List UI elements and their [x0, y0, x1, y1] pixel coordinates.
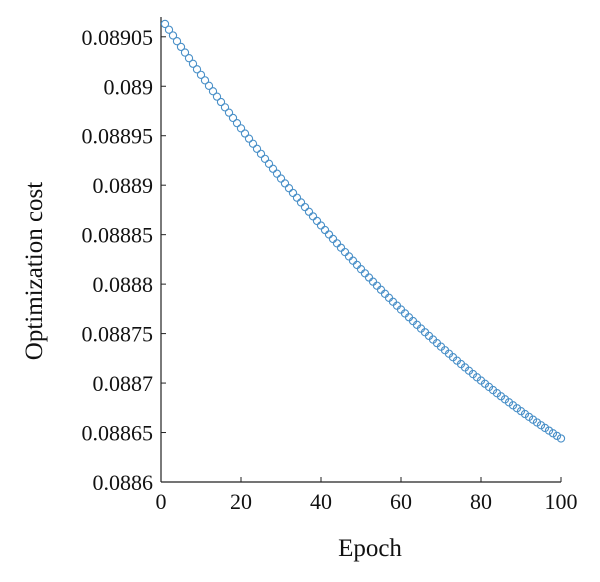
data-point — [268, 164, 278, 173]
data-point — [344, 252, 354, 261]
x-axis-ticks: 0 20 40 60 80 100 — [156, 477, 578, 514]
data-point — [188, 59, 198, 68]
data-point — [216, 97, 226, 107]
data-point — [244, 134, 254, 143]
data-point — [376, 285, 386, 294]
data-point — [272, 169, 282, 178]
data-point — [284, 184, 294, 193]
data-point — [192, 65, 202, 74]
data-point — [296, 198, 306, 207]
data-point — [172, 37, 182, 46]
data-point — [160, 19, 170, 29]
axes — [160, 17, 561, 483]
data-point — [308, 212, 318, 221]
data-point — [364, 273, 374, 282]
y-tick-label: 0.08905 — [82, 25, 154, 50]
data-markers — [160, 19, 566, 443]
data-point — [360, 269, 370, 278]
y-tick-label: 0.0888 — [93, 272, 154, 297]
x-tick-label: 80 — [470, 489, 492, 514]
data-point — [200, 76, 210, 85]
data-point — [292, 193, 302, 202]
data-point — [248, 139, 258, 148]
data-point — [352, 260, 362, 270]
data-point — [204, 81, 214, 90]
data-point — [224, 108, 234, 117]
data-point — [304, 207, 314, 216]
data-point — [228, 113, 238, 123]
data-point — [320, 225, 330, 235]
data-point — [388, 297, 398, 306]
data-point — [240, 129, 250, 138]
data-point — [316, 221, 326, 230]
y-tick-label: 0.089 — [104, 74, 154, 99]
data-point — [312, 216, 322, 226]
data-point — [168, 31, 178, 40]
data-point — [288, 188, 298, 198]
data-point — [348, 256, 358, 265]
data-point — [196, 70, 206, 80]
data-point — [164, 25, 174, 34]
data-point — [336, 243, 346, 252]
y-axis-ticks: 0.0886 0.08865 0.0887 0.08875 0.0888 0.08885 0… — [82, 25, 166, 495]
data-point — [212, 92, 222, 101]
data-point — [220, 103, 230, 112]
data-point — [384, 293, 394, 302]
x-tick-label: 20 — [230, 489, 252, 514]
data-point — [252, 144, 262, 153]
x-tick-label: 40 — [310, 489, 332, 514]
data-point — [232, 118, 242, 128]
x-axis-label: Epoch — [338, 535, 402, 562]
y-tick-label: 0.0886 — [93, 470, 154, 495]
y-tick-label: 0.08885 — [82, 223, 154, 248]
data-point — [236, 124, 246, 133]
x-tick-label: 100 — [545, 489, 578, 514]
data-point — [208, 87, 218, 96]
data-point — [180, 48, 190, 57]
y-tick-label: 0.08865 — [82, 421, 154, 446]
x-tick-label: 0 — [156, 489, 167, 514]
data-point — [368, 277, 378, 286]
data-point — [280, 179, 290, 188]
data-point — [324, 230, 334, 239]
y-axis-label: Optimization cost — [21, 182, 48, 360]
data-point — [256, 149, 266, 159]
x-tick-label: 60 — [390, 489, 412, 514]
data-point — [276, 174, 286, 183]
y-tick-label: 0.08895 — [82, 124, 154, 149]
data-point — [356, 265, 366, 274]
data-point — [556, 434, 566, 443]
data-point — [300, 202, 310, 212]
data-point — [176, 42, 186, 52]
data-point — [328, 234, 338, 244]
data-point — [340, 247, 350, 257]
data-point — [264, 159, 274, 168]
data-point — [372, 281, 382, 290]
data-point — [184, 54, 194, 63]
data-point — [392, 301, 402, 310]
y-tick-label: 0.0889 — [93, 173, 154, 198]
data-point — [380, 289, 390, 298]
y-tick-label: 0.08875 — [82, 322, 154, 347]
data-point — [260, 154, 270, 164]
y-tick-label: 0.0887 — [93, 371, 154, 396]
data-point — [332, 239, 342, 248]
